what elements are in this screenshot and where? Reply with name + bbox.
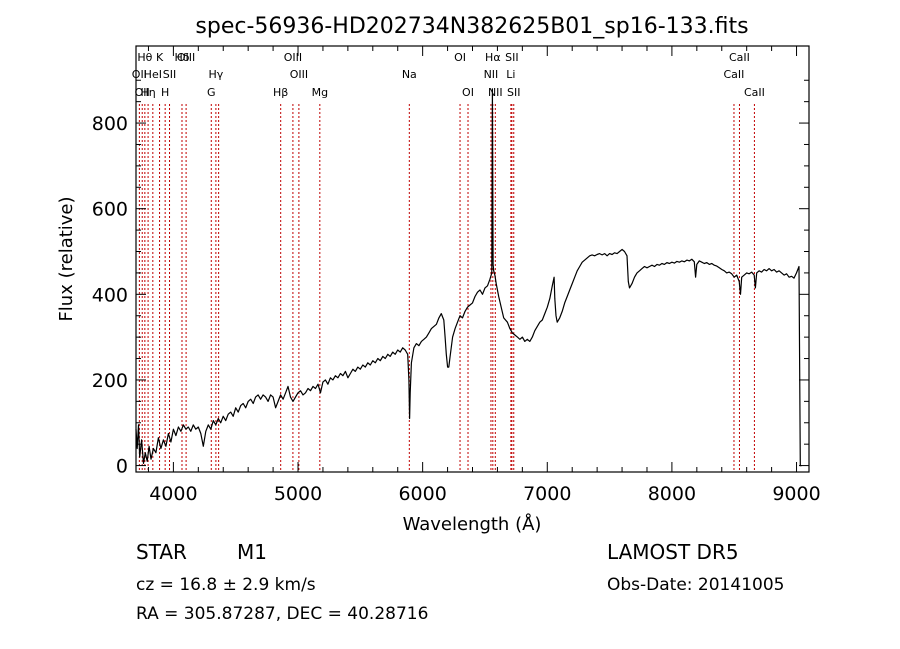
y-tick-label: 800 xyxy=(92,113,128,135)
x-tick-label: 8000 xyxy=(648,483,696,505)
line-marker-label: Hη xyxy=(140,86,155,99)
line-marker-label: NII xyxy=(484,68,499,81)
spectral-line-markers: OIIOIIHθHηHeIKHSIIHδOIIIGHγHβOIIIOIIIMgN… xyxy=(132,51,765,472)
y-tick-label: 400 xyxy=(92,284,128,306)
chart-title: spec-56936-HD202734N382625B01_sp16-133.f… xyxy=(195,14,748,39)
line-marker-label: CaII xyxy=(724,68,745,81)
x-tick-label: 4000 xyxy=(149,483,197,505)
line-marker-label: HeI xyxy=(144,68,162,81)
line-marker-label: CaII xyxy=(744,86,765,99)
y-axis-label: Flux (relative) xyxy=(56,196,77,321)
line-marker-label: K xyxy=(156,51,164,64)
line-marker-label: SII xyxy=(507,86,520,99)
line-marker-label: Hθ xyxy=(137,51,152,64)
line-marker-label: SII xyxy=(505,51,518,64)
observation-date: Obs-Date: 20141005 xyxy=(607,575,784,595)
plot-frame xyxy=(135,45,810,473)
line-marker-label: Hδ xyxy=(174,51,189,64)
line-marker-label: G xyxy=(207,86,216,99)
line-marker-label: NII xyxy=(488,86,503,99)
x-tick-label: 6000 xyxy=(398,483,446,505)
object-class: STAR xyxy=(136,540,187,564)
line-marker-label: Mg xyxy=(312,86,328,99)
redshift-velocity: cz = 16.8 ± 2.9 km/s xyxy=(136,575,316,595)
line-marker-label: OIII xyxy=(284,51,302,64)
x-tick-label: 5000 xyxy=(274,483,322,505)
line-marker-label: Na xyxy=(402,68,417,81)
spectrum-line xyxy=(135,88,802,467)
line-marker-label: H xyxy=(161,86,169,99)
x-axis: 4000 5000 6000 7000 8000 9000 xyxy=(147,46,821,505)
spectrum-series xyxy=(135,88,802,467)
line-marker-label: OI xyxy=(462,86,474,99)
line-marker-label: CaII xyxy=(729,51,750,64)
object-subclass: M1 xyxy=(237,540,267,564)
line-marker-label: Hγ xyxy=(208,68,223,81)
line-marker-label: SII xyxy=(163,68,176,81)
line-marker-label: OI xyxy=(454,51,466,64)
line-marker-label: Hβ xyxy=(273,86,288,99)
line-marker-label: OIII xyxy=(177,51,195,64)
x-tick-label: 7000 xyxy=(523,483,571,505)
y-tick-label: 0 xyxy=(116,456,128,478)
line-marker-label: Hα xyxy=(485,51,501,64)
y-tick-label: 200 xyxy=(92,370,128,392)
survey-name: LAMOST DR5 xyxy=(607,540,739,564)
line-marker-label: OIII xyxy=(290,68,308,81)
y-tick-label: 600 xyxy=(92,199,128,221)
y-axis: 0 200 400 600 800 xyxy=(92,79,809,478)
line-marker-label: Li xyxy=(506,68,515,81)
coordinates: RA = 305.87287, DEC = 40.28716 xyxy=(136,604,428,624)
line-marker-label: OII xyxy=(135,86,150,99)
x-tick-label: 9000 xyxy=(772,483,820,505)
x-axis-label: Wavelength (Å) xyxy=(403,513,542,535)
